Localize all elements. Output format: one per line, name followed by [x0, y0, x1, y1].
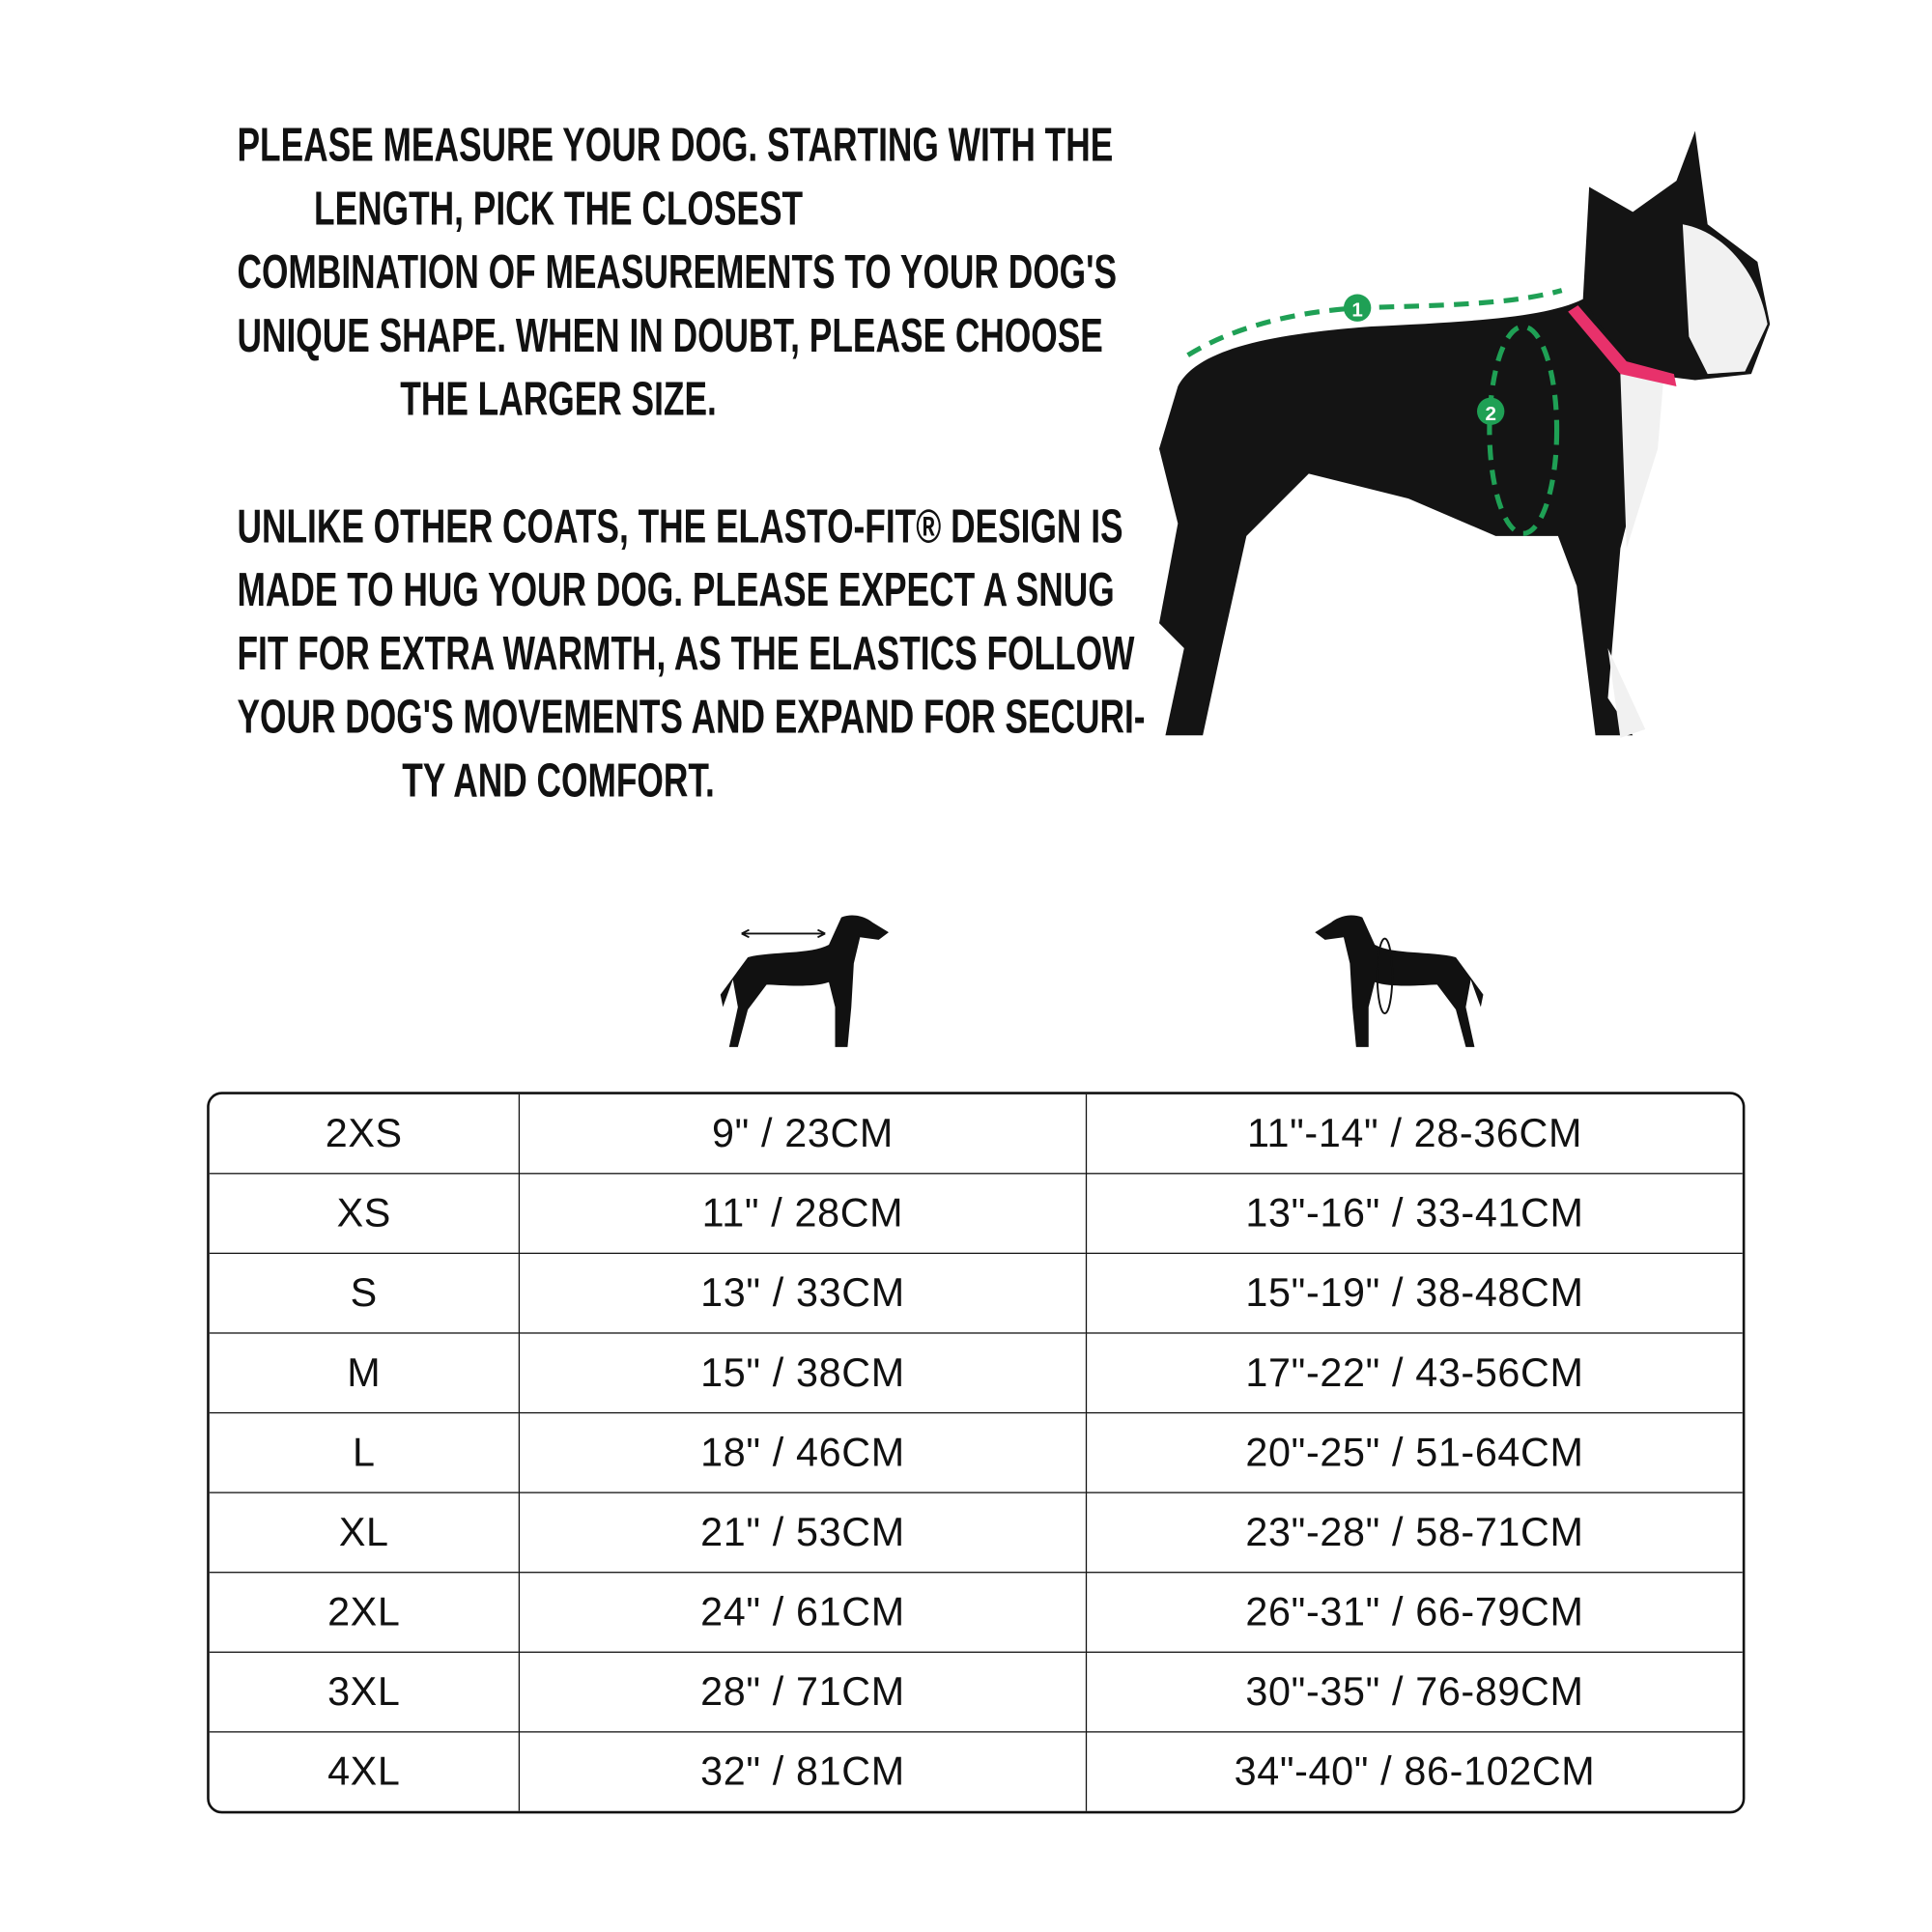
chest-cell: 30"-35" / 76-89CM [1085, 1652, 1743, 1733]
table-row: M 15" / 38CM 17"-22" / 43-56CM [209, 1333, 1743, 1414]
intro-line: LENGTH, PICK THE CLOSEST [314, 183, 804, 236]
intro-line: FIT FOR EXTRA WARMTH, AS THE ELASTICS FO… [237, 628, 1135, 681]
dog-measurement-photo: 1 2 [1158, 130, 1771, 738]
table-row: XS 11" / 28CM 13"-16" / 33-41CM [209, 1174, 1743, 1255]
table-row: XL 21" / 53CM 23"-28" / 58-71CM [209, 1492, 1743, 1574]
length-cell: 24" / 61CM [518, 1573, 1086, 1653]
chest-cell: 11"-14" / 28-36CM [1085, 1094, 1743, 1175]
collar [1568, 305, 1677, 386]
size-chart-table: 2XS 9" / 23CM 11"-14" / 28-36CM XS 11" / 28C… [207, 1092, 1746, 1814]
table-row: L 18" / 46CM 20"-25" / 51-64CM [209, 1413, 1743, 1493]
size-cell: XL [209, 1493, 519, 1574]
size-cell: M [209, 1334, 519, 1414]
intro-paragraph-1: PLEASE MEASURE YOUR DOG. STARTING WITH T… [112, 115, 1118, 433]
intro-line: UNIQUE SHAPE. WHEN IN DOUBT, PLEASE CHOO… [237, 310, 1103, 363]
length-cell: 32" / 81CM [518, 1732, 1086, 1811]
intro-line: COMBINATION OF MEASUREMENTS TO YOUR DOG'… [237, 246, 1118, 299]
size-cell: 4XL [327, 1748, 401, 1794]
chest-cell: 23"-28" / 58-71CM [1085, 1492, 1743, 1574]
marker-1-label: 1 [1351, 299, 1362, 322]
length-cell: 21" / 53CM [518, 1492, 1086, 1574]
marker-2-label: 2 [1485, 403, 1495, 425]
table-row: 2XS 9" / 23CM 11"-14" / 28-36CM [209, 1094, 1743, 1175]
size-cell: XS [209, 1174, 519, 1255]
length-cell: 28" / 71CM [518, 1652, 1086, 1733]
length-cell: 9" / 23CM [518, 1094, 1086, 1175]
size-cell: 2XL [209, 1573, 519, 1653]
table-row: 3XL 28" / 71CM 30"-35" / 76-89CM [209, 1652, 1743, 1733]
intro-line: THE LARGER SIZE. [400, 374, 717, 427]
marker-2-icon [1477, 397, 1505, 425]
dog-white-markings [1607, 224, 1768, 738]
chest-cell: 13"-16" / 33-41CM [1085, 1174, 1743, 1255]
chest-measure-line [1487, 324, 1560, 536]
table-row: S 13" / 33CM 15"-19" / 38-48CM [209, 1254, 1743, 1334]
intro-line: UNLIKE OTHER COATS, THE ELASTO-FIT® DESI… [237, 500, 1123, 554]
chest-cell: 34"-40" / 86-102CM [1085, 1732, 1743, 1811]
intro-line: TY AND COMFORT. [402, 754, 715, 809]
table-row: 2XL 24" / 61CM 26"-31" / 66-79CM [209, 1573, 1743, 1653]
chest-cell: 15"-19" / 38-48CM [1085, 1254, 1743, 1334]
marker-1-icon [1343, 294, 1372, 322]
size-cell: 3XL [209, 1653, 519, 1733]
table-row: 4XL 32" / 81CM 34"-40" / 86-102CM [210, 1732, 1743, 1811]
intro-line: YOUR DOG'S MOVEMENTS AND EXPAND FOR SECU… [237, 692, 1146, 745]
chest-cell: 20"-25" / 51-64CM [1085, 1413, 1743, 1493]
length-cell: 13" / 33CM [518, 1254, 1086, 1334]
chest-cell: 26"-31" / 66-79CM [1085, 1573, 1743, 1653]
chest-cell: 17"-22" / 43-56CM [1085, 1333, 1743, 1414]
intro-line: MADE TO HUG YOUR DOG. PLEASE EXPECT A SN… [237, 564, 1115, 617]
size-cell: 2XS [209, 1094, 519, 1175]
dog-length-icon [720, 915, 889, 1047]
dog-chest-girth-icon [1315, 915, 1484, 1047]
length-cell: 11" / 28CM [518, 1174, 1086, 1255]
dog-body [1158, 130, 1771, 736]
intro-paragraph-2: UNLIKE OTHER COATS, THE ELASTO-FIT® DESI… [112, 497, 1146, 814]
length-cell: 15" / 38CM [518, 1333, 1086, 1414]
size-cell: L [209, 1413, 519, 1493]
length-cell: 18" / 46CM [518, 1413, 1086, 1493]
intro-line: PLEASE MEASURE YOUR DOG. STARTING WITH T… [237, 119, 1114, 173]
size-cell: S [209, 1254, 519, 1334]
